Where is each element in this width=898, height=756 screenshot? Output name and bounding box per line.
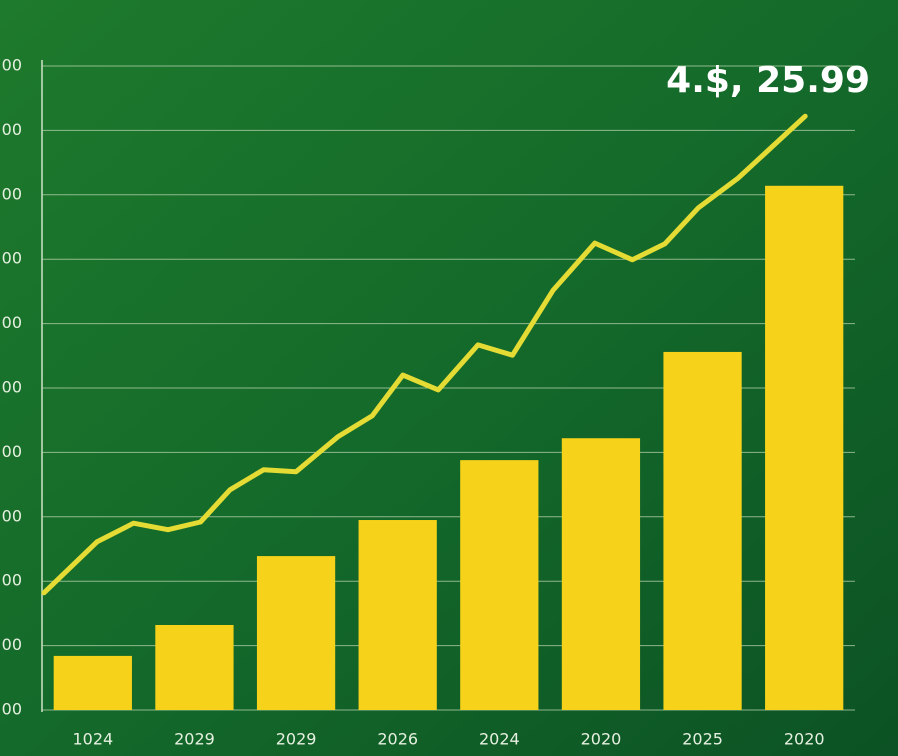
y-tick-label: 00 (2, 635, 22, 654)
y-tick-label: 00 (2, 506, 22, 525)
y-tick-label: 00 (2, 249, 22, 268)
y-tick-label: 00 (2, 442, 22, 461)
x-tick-label: 1024 (72, 730, 113, 749)
bar (765, 185, 844, 710)
bar (561, 438, 641, 710)
x-tick-label: 2029 (276, 730, 317, 749)
y-tick-label: 00 (2, 56, 22, 75)
y-tick-label: 00 (2, 700, 22, 719)
bar (358, 520, 437, 710)
x-tick-label: 2025 (682, 730, 723, 749)
annotation: 4.$, 25.99 (666, 60, 870, 101)
y-tick-label: 00 (2, 571, 22, 590)
y-tick-label: 00 (2, 378, 22, 397)
x-tick-label: 2020 (581, 730, 622, 749)
bar (460, 460, 539, 710)
x-tick-label: 2024 (479, 730, 520, 749)
trend-line (41, 113, 808, 596)
bar (53, 655, 132, 710)
y-tick-label: 00 (2, 120, 22, 139)
bar (663, 351, 742, 710)
bar (155, 624, 234, 710)
x-tick-label: 2026 (377, 730, 418, 749)
bar (256, 556, 336, 710)
y-tick-label: 00 (2, 184, 22, 203)
x-tick-label: 2020 (784, 730, 825, 749)
y-tick-label: 00 (2, 313, 22, 332)
x-tick-label: 2029 (174, 730, 215, 749)
